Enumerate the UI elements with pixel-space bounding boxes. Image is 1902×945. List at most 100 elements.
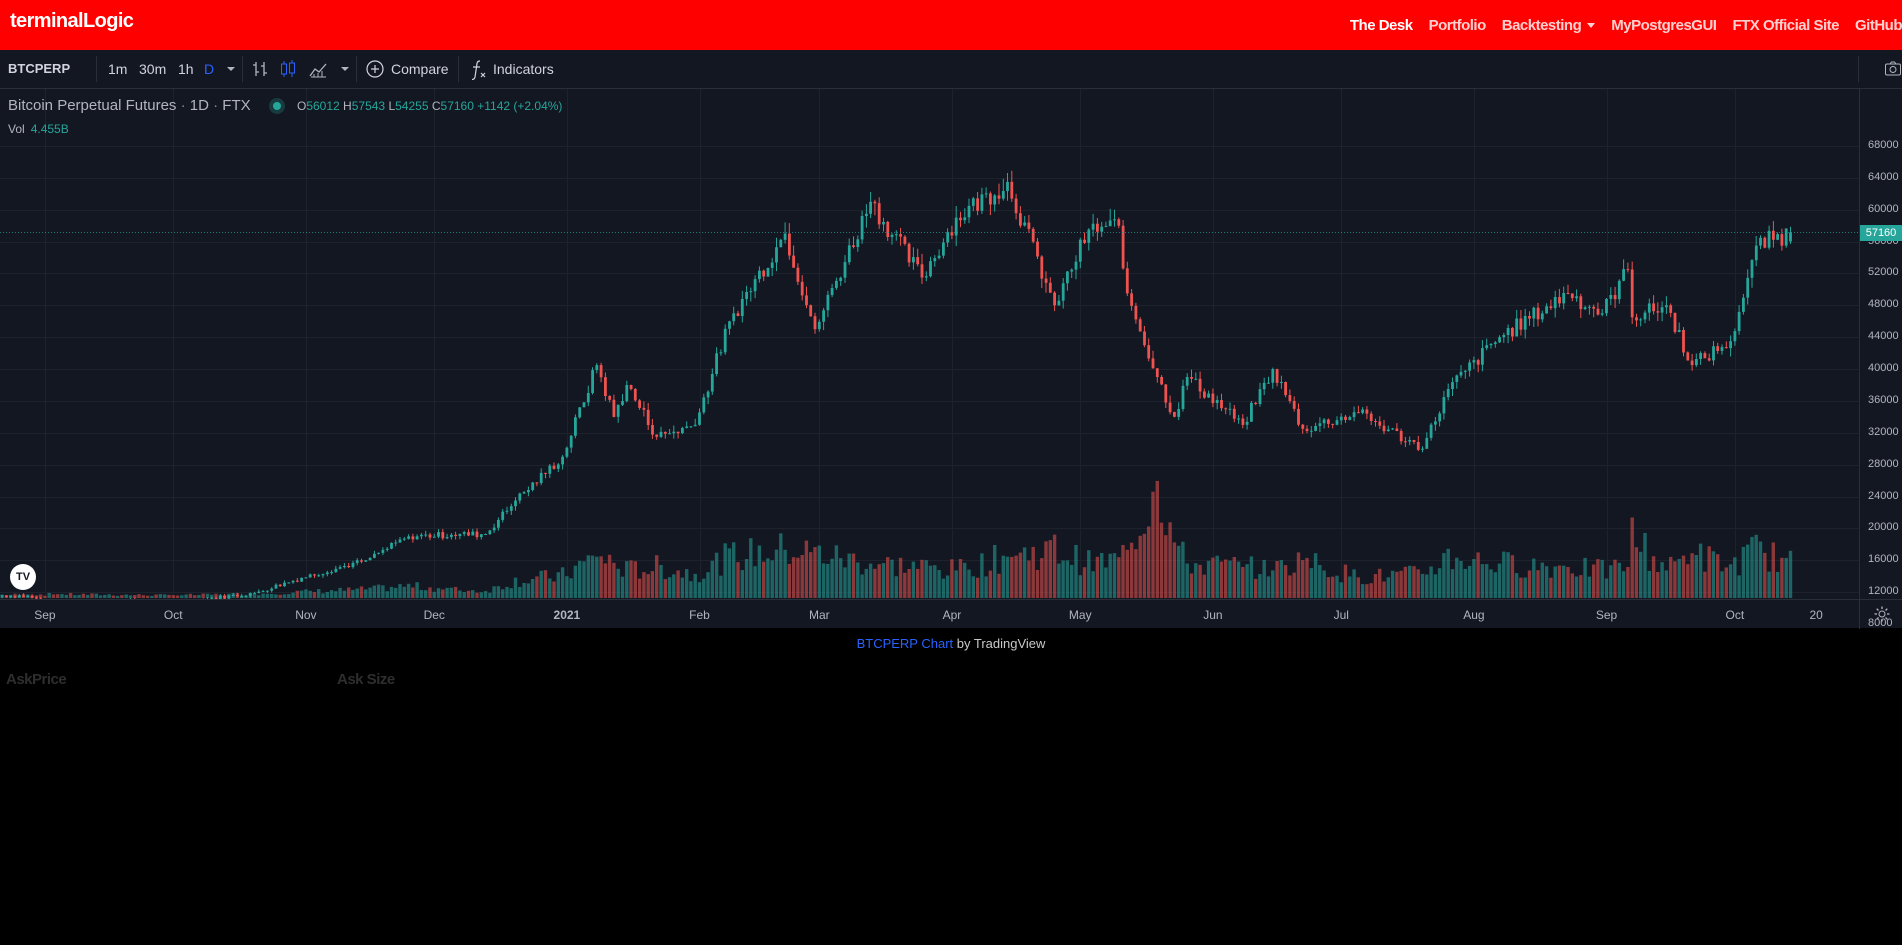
nav-portfolio[interactable]: Portfolio bbox=[1428, 16, 1487, 34]
candle-body bbox=[531, 482, 535, 490]
volume-bar bbox=[1592, 564, 1596, 598]
interval-30m-button[interactable]: 30m bbox=[139, 61, 167, 77]
volume-bar bbox=[1352, 569, 1356, 598]
volume-bar bbox=[710, 560, 714, 598]
volume-bar bbox=[1788, 550, 1793, 598]
volume-bar bbox=[278, 594, 282, 598]
candle-body bbox=[22, 595, 25, 597]
volume-bar bbox=[843, 567, 847, 598]
volume-bar bbox=[509, 588, 513, 598]
volume-bar bbox=[1232, 557, 1236, 598]
volume-bar bbox=[445, 587, 449, 598]
volume-bar bbox=[958, 559, 963, 598]
orderbook-ask-price-header: AskPrice bbox=[6, 671, 67, 688]
candle-body bbox=[1558, 297, 1561, 304]
candle-body bbox=[1378, 421, 1382, 426]
volume-bar bbox=[483, 591, 488, 598]
candle-body bbox=[1772, 230, 1775, 240]
candles-style-icon[interactable] bbox=[279, 50, 297, 88]
open-key: O bbox=[296, 99, 307, 113]
candle-body bbox=[1331, 423, 1335, 425]
volume-bar bbox=[1279, 560, 1283, 598]
price-scale[interactable]: 68000 64000 60000 56000 52000 48000 44000 40000… bbox=[1859, 89, 1902, 629]
nav-backtesting-dropdown[interactable]: Backtesting bbox=[1502, 17, 1596, 34]
candle-body bbox=[522, 492, 526, 494]
compare-button[interactable]: Compare bbox=[366, 50, 449, 88]
volume-bar bbox=[436, 588, 441, 598]
symbol-search-button[interactable]: BTCPERP bbox=[8, 61, 71, 76]
candle-body bbox=[646, 409, 650, 425]
volume-bar bbox=[355, 588, 359, 598]
volume-bar bbox=[1489, 569, 1493, 598]
candle-body bbox=[1588, 306, 1591, 308]
nav-mypostgresgui[interactable]: MyPostgresGUI bbox=[1611, 16, 1717, 34]
nav-ftx-official-site[interactable]: FTX Official Site bbox=[1732, 16, 1839, 34]
candle-body bbox=[1352, 412, 1356, 418]
price-tick-label: 36000 bbox=[1868, 393, 1899, 406]
candle-body bbox=[445, 537, 449, 539]
interval-1h-button[interactable]: 1h bbox=[178, 61, 194, 77]
candle-body bbox=[1010, 181, 1014, 199]
volume-bar bbox=[1771, 542, 1775, 598]
chart-style-dropdown-icon[interactable] bbox=[341, 67, 349, 71]
indicators-button[interactable]: Indicators bbox=[470, 50, 554, 88]
nav-github[interactable]: GitHub bbox=[1855, 16, 1902, 34]
time-tick-label: Dec bbox=[423, 608, 445, 622]
chart-widget: BTCPERP 1m 30m 1h D Compare Indicators bbox=[0, 50, 1902, 629]
camera-snapshot-icon[interactable] bbox=[1884, 50, 1902, 88]
volume-bar bbox=[68, 592, 73, 598]
candle-body bbox=[817, 321, 821, 330]
price-pane[interactable] bbox=[0, 89, 1859, 599]
candle-body bbox=[1228, 408, 1232, 410]
time-scale[interactable]: Sep Oct Nov Dec 2021 Feb Mar Apr May Jun Jul Aug Sep… bbox=[0, 599, 1859, 629]
candle-body bbox=[1476, 360, 1480, 365]
volume-bar bbox=[993, 545, 997, 598]
candle-body bbox=[1695, 359, 1698, 366]
candle-body bbox=[574, 417, 577, 436]
interval-dropdown-icon[interactable] bbox=[227, 67, 235, 71]
volume-bar bbox=[1450, 569, 1455, 598]
candle-body bbox=[1776, 234, 1779, 240]
volume-bar bbox=[941, 578, 946, 598]
candle-body bbox=[1258, 389, 1262, 404]
volume-bar bbox=[659, 565, 663, 598]
volume-bar bbox=[1087, 550, 1091, 598]
bars-style-icon[interactable] bbox=[251, 50, 269, 88]
price-tick-label: 16000 bbox=[1868, 553, 1899, 566]
nav-the-desk[interactable]: The Desk bbox=[1349, 16, 1413, 34]
attribution-link[interactable]: BTCPERP Chart bbox=[856, 636, 954, 651]
candle-body bbox=[984, 193, 988, 195]
candle-body bbox=[1357, 412, 1360, 414]
candle-body bbox=[1395, 428, 1399, 431]
volume-bar bbox=[548, 578, 552, 598]
brand-logo[interactable]: terminalLogic bbox=[10, 10, 134, 32]
candle-body bbox=[1647, 303, 1651, 313]
volume-bar bbox=[881, 563, 886, 598]
volume-bar bbox=[1112, 553, 1117, 598]
volume-bar bbox=[586, 555, 590, 598]
volume-bar bbox=[1780, 557, 1784, 598]
volume-bar bbox=[351, 589, 355, 598]
volume-bar bbox=[1433, 574, 1438, 598]
volume-bar bbox=[1408, 565, 1412, 598]
volume-bar bbox=[505, 586, 509, 598]
area-style-icon[interactable] bbox=[308, 50, 328, 88]
time-tick-label: Aug bbox=[1463, 608, 1485, 622]
candle-body bbox=[942, 242, 945, 256]
candle-body bbox=[1481, 348, 1484, 365]
volume-bar bbox=[727, 548, 732, 598]
volume-bar bbox=[1519, 577, 1523, 598]
settings-gear-icon[interactable] bbox=[1873, 605, 1891, 628]
volume-bar bbox=[1266, 576, 1271, 598]
volume-bar bbox=[415, 582, 419, 598]
candle-body bbox=[1164, 384, 1168, 403]
candle-body bbox=[1639, 319, 1643, 321]
volume-bar bbox=[1365, 584, 1369, 598]
interval-1m-button[interactable]: 1m bbox=[108, 61, 128, 77]
candle-body bbox=[1091, 223, 1095, 230]
interval-d-button[interactable]: D bbox=[204, 61, 215, 77]
volume-bar bbox=[291, 592, 295, 598]
candle-body bbox=[971, 198, 975, 206]
candle-body bbox=[651, 425, 654, 435]
tradingview-logo[interactable]: TV bbox=[10, 564, 36, 590]
